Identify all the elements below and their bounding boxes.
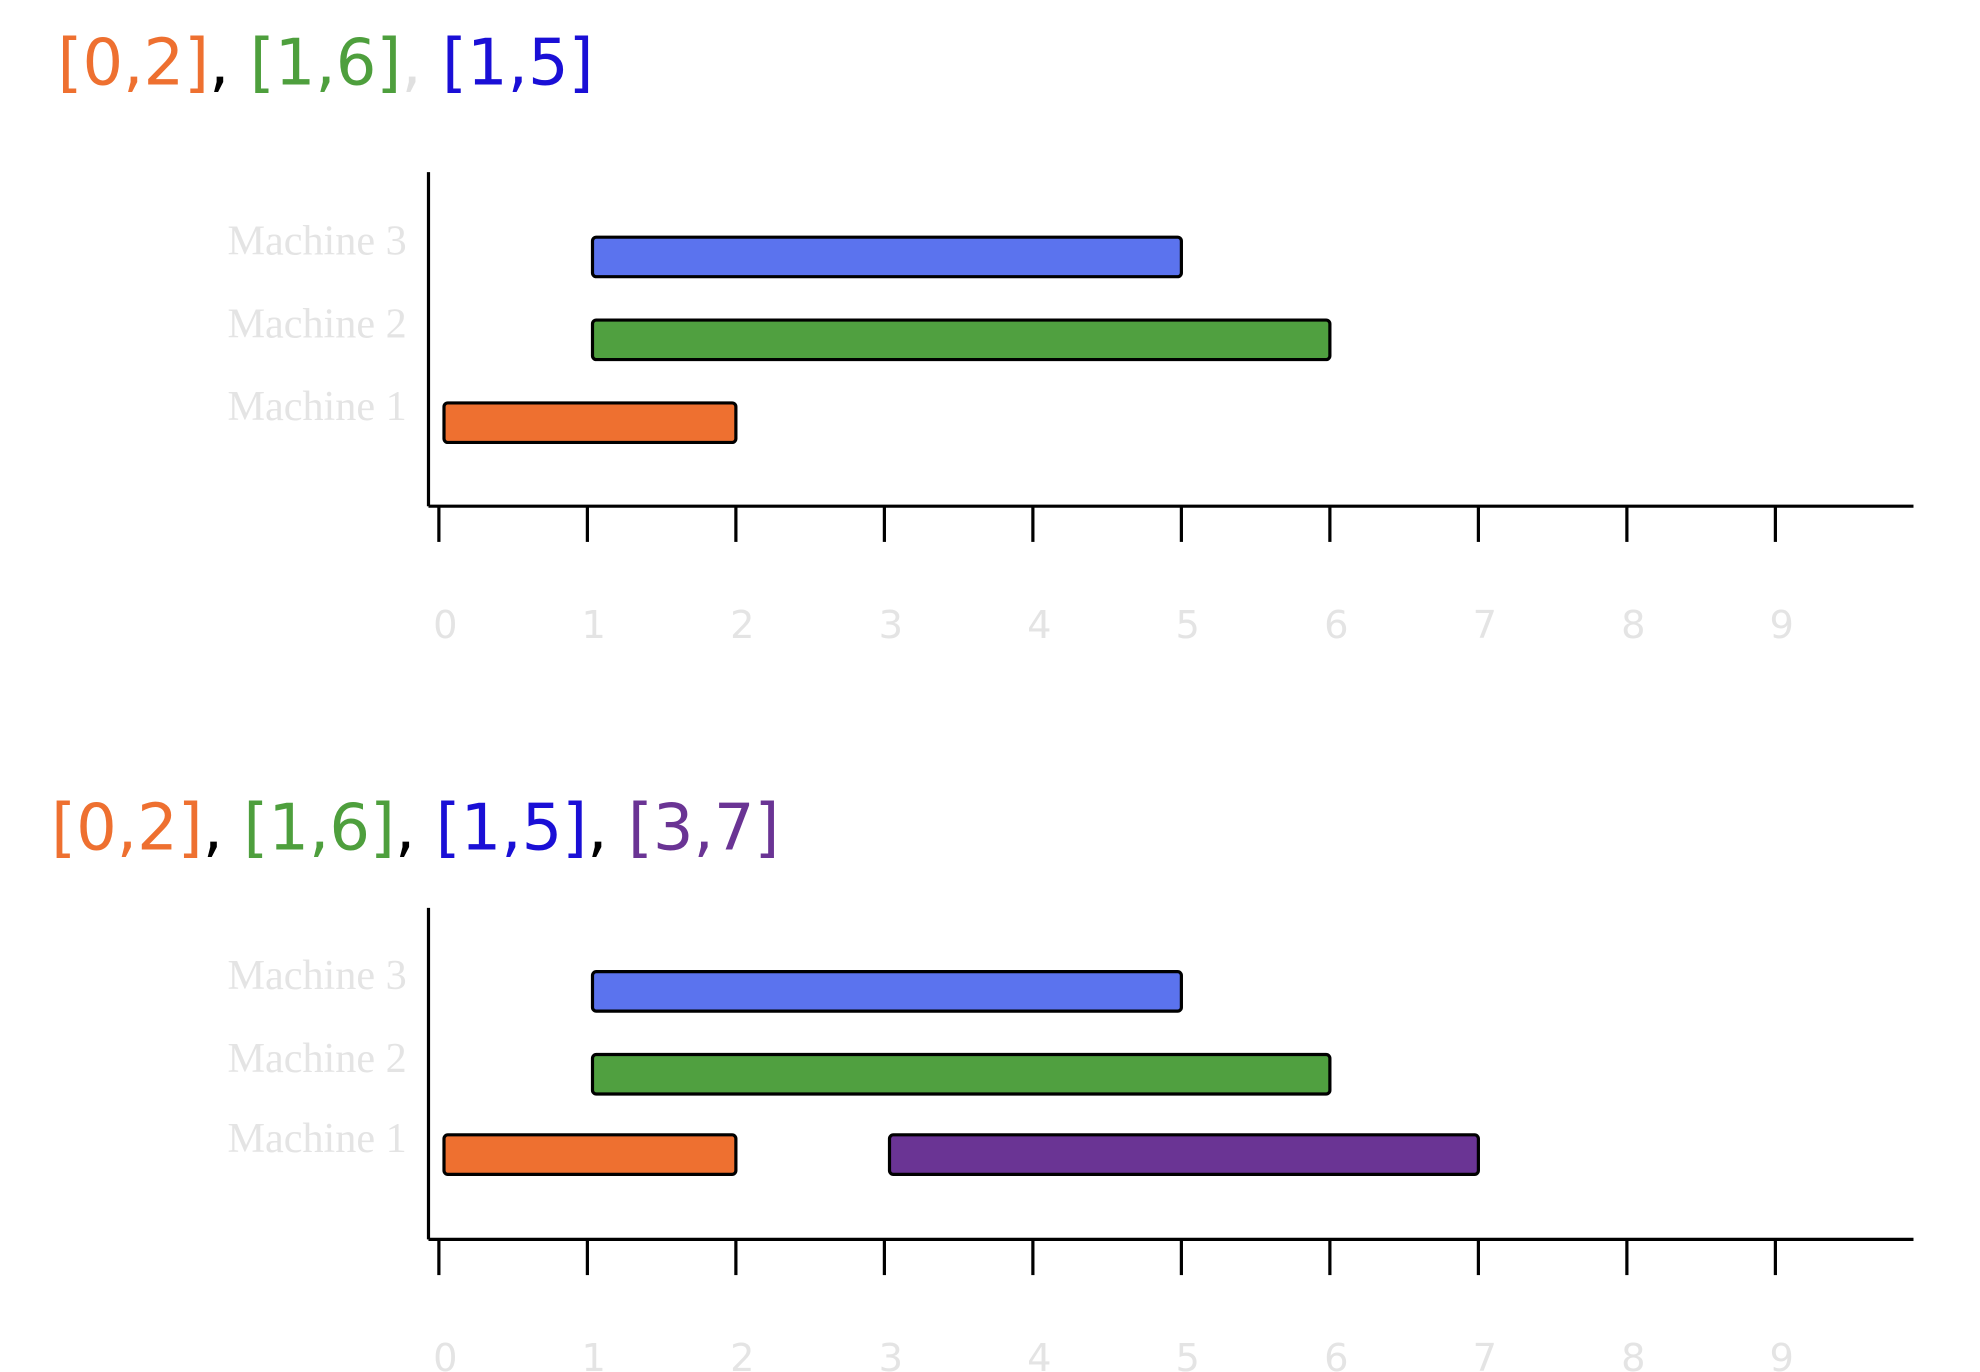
- x-tick-label: 1: [582, 1336, 606, 1372]
- title-part: [1,5]: [442, 26, 594, 100]
- row-label: Machine 3: [227, 952, 406, 999]
- x-tick-label: 1: [582, 603, 606, 648]
- title-part: ,: [401, 26, 442, 100]
- x-tick-label: 7: [1473, 1336, 1497, 1372]
- title-part: ,: [203, 791, 244, 865]
- task-bar: [590, 970, 1183, 1013]
- x-tick-label: 5: [1176, 1336, 1200, 1372]
- x-tick-label: 2: [730, 603, 754, 648]
- x-tick-label: 8: [1621, 1336, 1645, 1372]
- row-label: Machine 2: [227, 300, 406, 347]
- x-tick-label: 6: [1324, 603, 1348, 648]
- x-tick-label: 0: [433, 603, 457, 648]
- x-tick-label: 9: [1770, 1336, 1794, 1372]
- row-label: Machine 2: [227, 1035, 406, 1082]
- chart-title: [0,2], [1,6], [1,5]: [58, 26, 594, 100]
- x-tick-label: 7: [1473, 603, 1497, 648]
- title-part: [0,2]: [51, 791, 203, 865]
- task-bar: [590, 1052, 1332, 1096]
- chart-title: [0,2], [1,6], [1,5], [3,7]: [51, 791, 779, 865]
- title-part: ,: [395, 791, 436, 865]
- title-part: [1,6]: [250, 26, 402, 100]
- x-tick-label: 9: [1770, 603, 1794, 648]
- x-tick-label: 0: [433, 1336, 457, 1372]
- title-part: ,: [587, 791, 628, 865]
- x-tick-label: 8: [1621, 603, 1645, 648]
- title-part: [3,7]: [628, 791, 780, 865]
- task-bar: [442, 401, 738, 445]
- task-bar: [590, 318, 1332, 362]
- x-tick-label: 5: [1176, 603, 1200, 648]
- x-tick-label: 6: [1324, 1336, 1348, 1372]
- title-part: ,: [209, 26, 250, 100]
- x-tick-label: 2: [730, 1336, 754, 1372]
- x-tick-label: 3: [879, 1336, 903, 1372]
- task-bar: [590, 235, 1183, 279]
- row-label: Machine 1: [227, 383, 406, 430]
- x-tick-label: 3: [879, 603, 903, 648]
- row-label: Machine 3: [227, 218, 406, 265]
- title-part: [1,6]: [243, 791, 395, 865]
- x-tick-label: 4: [1027, 1336, 1051, 1372]
- task-bar: [887, 1133, 1480, 1176]
- title-part: [1,5]: [436, 791, 588, 865]
- x-tick-label: 4: [1027, 603, 1051, 648]
- row-label: Machine 1: [227, 1115, 406, 1162]
- title-part: [0,2]: [58, 26, 210, 100]
- task-bar: [442, 1133, 738, 1176]
